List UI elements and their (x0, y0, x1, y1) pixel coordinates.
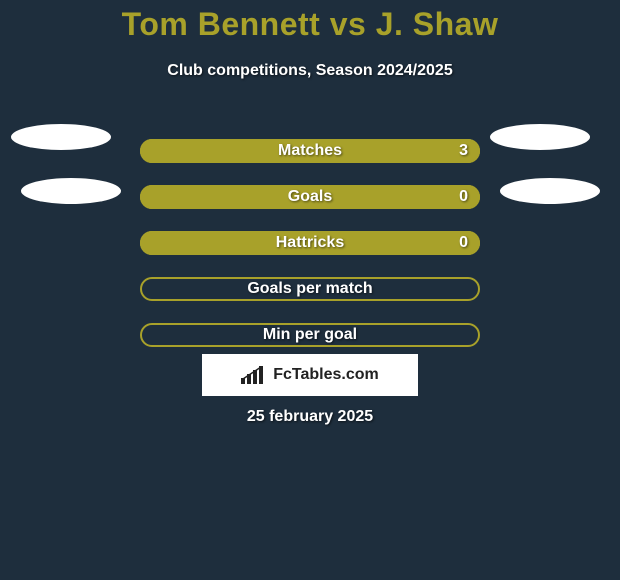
stat-rows: Matches3Goals0Hattricks0Goals per matchM… (0, 128, 620, 358)
stat-label: Goals (140, 185, 480, 209)
stat-row: Hattricks0 (0, 220, 620, 266)
comparison-infographic: Tom Bennett vs J. Shaw Club competitions… (0, 0, 620, 580)
date-value: 25 february 2025 (247, 408, 373, 425)
stat-row: Goals0 (0, 174, 620, 220)
stat-row: Goals per match (0, 266, 620, 312)
stat-row: Min per goal (0, 312, 620, 358)
stat-row: Matches3 (0, 128, 620, 174)
stat-label: Hattricks (140, 231, 480, 255)
stat-label: Min per goal (140, 323, 480, 347)
stat-label: Matches (140, 139, 480, 163)
source-badge: FcTables.com (202, 354, 418, 396)
stat-value-right: 3 (459, 139, 468, 163)
subtitle: Club competitions, Season 2024/2025 (0, 62, 620, 80)
date-text: 25 february 2025 (0, 408, 620, 426)
fctables-icon (241, 366, 267, 384)
stat-value-right: 0 (459, 185, 468, 209)
stat-label: Goals per match (140, 277, 480, 301)
title-text: Tom Bennett vs J. Shaw (122, 6, 499, 42)
badge-text: FcTables.com (273, 366, 379, 384)
page-title: Tom Bennett vs J. Shaw (0, 6, 620, 43)
subtitle-text: Club competitions, Season 2024/2025 (167, 62, 452, 79)
stat-value-right: 0 (459, 231, 468, 255)
